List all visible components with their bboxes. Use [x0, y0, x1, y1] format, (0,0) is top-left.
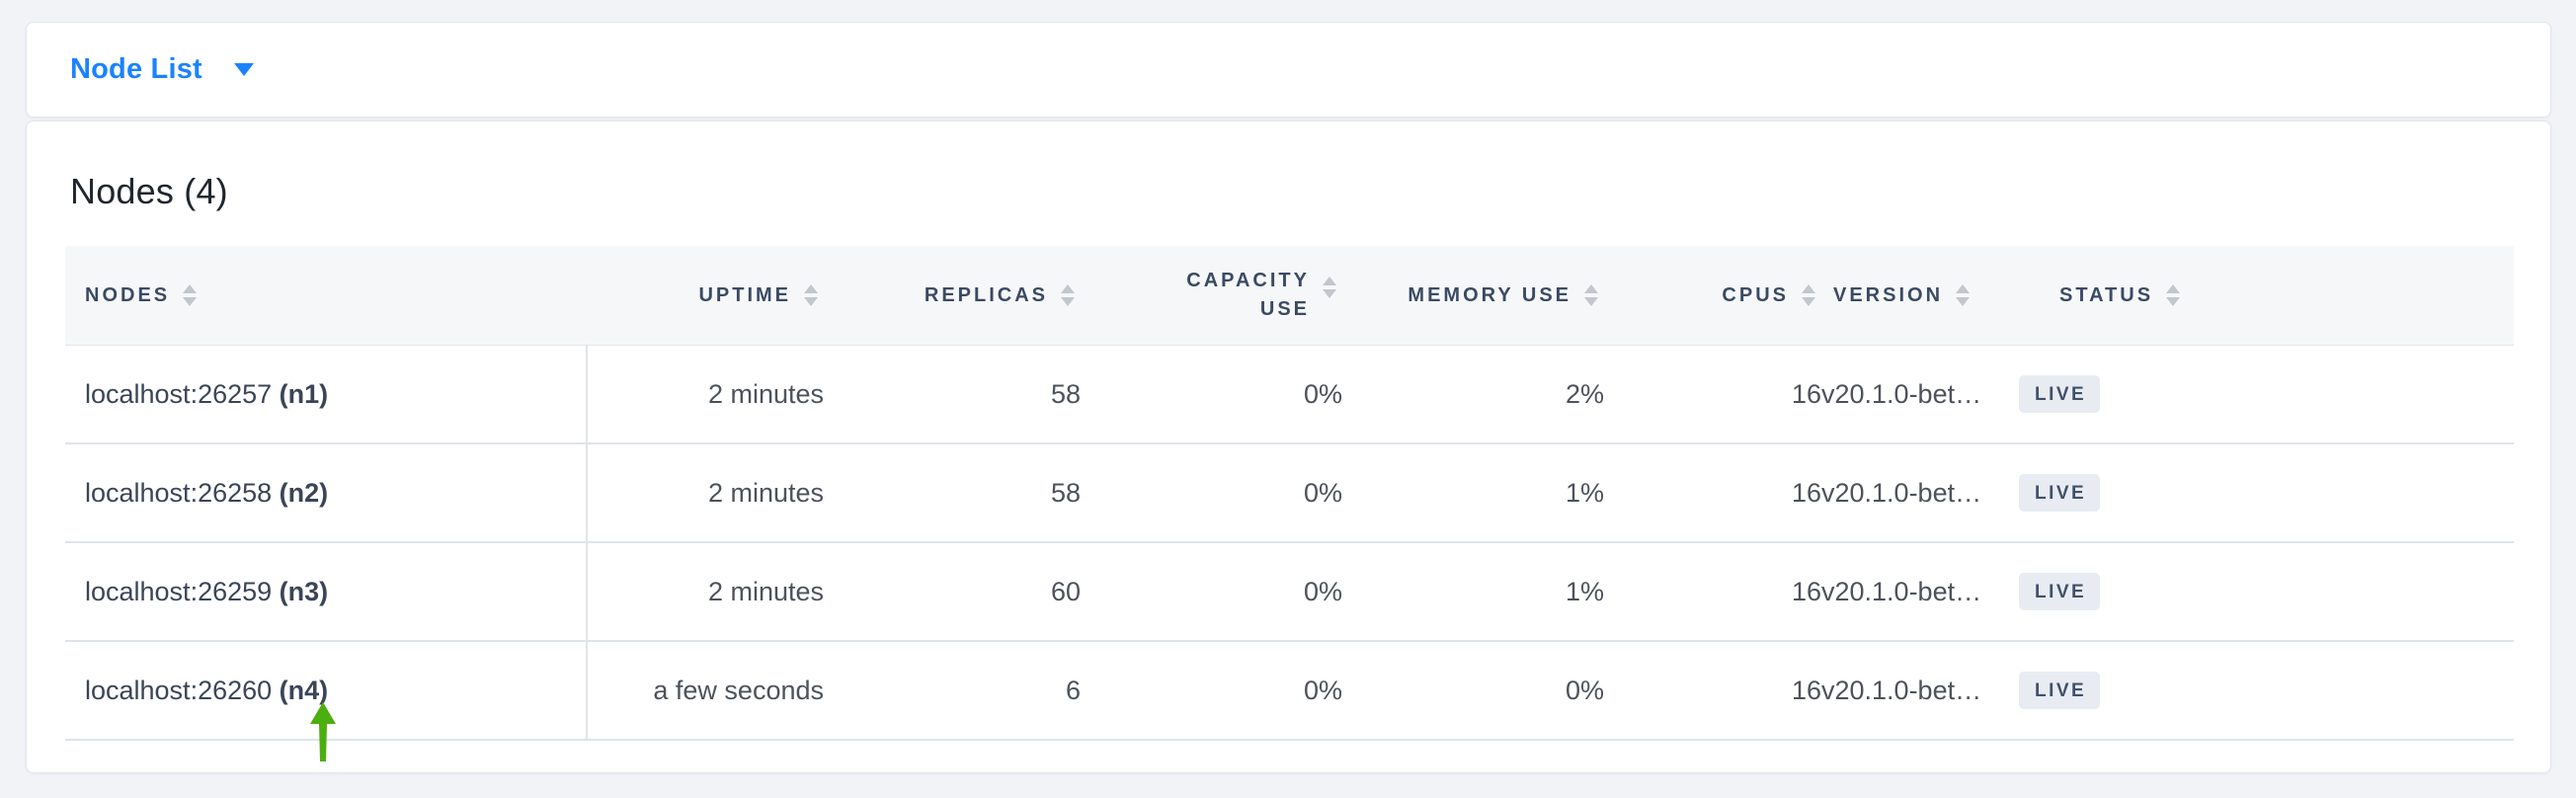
replicas-cell: 58	[824, 345, 1081, 444]
node-cell: localhost:26258 (n2)	[65, 443, 588, 543]
table-row: localhost:26259 (n3) 2 minutes 60 0% 1% …	[65, 542, 2514, 642]
table-row: localhost:26260 (n4) a few seconds 6 0% …	[65, 641, 2514, 741]
uptime-cell: 2 minutes	[587, 542, 824, 642]
node-list-dropdown[interactable]: Node List	[70, 53, 254, 86]
replicas-cell: 58	[824, 443, 1081, 543]
nodes-table: NODES UPTIME REPLICAS CAPACITY USE MEMOR…	[65, 246, 2514, 741]
table-header-row: NODES UPTIME REPLICAS CAPACITY USE MEMOR…	[65, 246, 2514, 346]
status-badge: LIVE	[2019, 573, 2101, 610]
node-address-link[interactable]: localhost:26257	[85, 378, 273, 409]
node-id: (n4)	[279, 675, 329, 705]
column-header-version[interactable]: VERSION	[1821, 246, 2019, 346]
column-header-status[interactable]: STATUS	[2019, 246, 2514, 346]
node-list-dropdown-label: Node List	[70, 53, 202, 85]
status-cell: LIVE	[2019, 641, 2514, 741]
node-id: (n3)	[279, 576, 329, 606]
nodes-card: Nodes (4) NODES UPTIME REPLICAS	[26, 120, 2551, 773]
sort-icon	[804, 284, 818, 306]
sort-icon	[183, 284, 198, 306]
sort-icon	[1061, 284, 1075, 306]
replicas-cell: 60	[824, 542, 1081, 642]
table-row: localhost:26257 (n1) 2 minutes 58 0% 2% …	[65, 345, 2514, 444]
node-id: (n1)	[279, 378, 329, 409]
node-cell: localhost:26259 (n3)	[65, 542, 588, 642]
sort-icon	[1956, 284, 1971, 306]
cpus-cell: 16	[1604, 542, 1821, 642]
status-badge: LIVE	[2019, 375, 2101, 413]
status-badge: LIVE	[2019, 474, 2101, 512]
column-header-nodes[interactable]: NODES	[65, 246, 587, 346]
capacity-use-cell: 0%	[1081, 542, 1342, 642]
cpus-cell: 16	[1604, 641, 1821, 741]
sort-icon	[1802, 284, 1815, 306]
status-cell: LIVE	[2019, 542, 2514, 642]
version-cell: v20.1.0-bet…	[1821, 443, 2019, 543]
memory-use-cell: 0%	[1342, 641, 1604, 741]
page-title: Nodes (4)	[70, 171, 228, 211]
node-cell: localhost:26260 (n4)	[65, 641, 588, 741]
capacity-use-cell: 0%	[1081, 641, 1342, 741]
node-address-link[interactable]: localhost:26259	[85, 576, 273, 606]
version-cell: v20.1.0-bet…	[1821, 345, 2019, 444]
node-cell: localhost:26257 (n1)	[65, 345, 588, 444]
table-row: localhost:26258 (n2) 2 minutes 58 0% 1% …	[65, 443, 2514, 543]
column-header-memory-use[interactable]: MEMORY USE	[1342, 246, 1604, 346]
uptime-cell: 2 minutes	[587, 443, 824, 543]
node-address-link[interactable]: localhost:26258	[85, 477, 273, 508]
cpus-cell: 16	[1604, 443, 1821, 543]
column-header-uptime[interactable]: UPTIME	[587, 246, 824, 346]
column-header-replicas[interactable]: REPLICAS	[824, 246, 1081, 346]
memory-use-cell: 1%	[1342, 542, 1604, 642]
capacity-use-cell: 0%	[1081, 443, 1342, 543]
chevron-down-icon	[233, 63, 254, 76]
column-header-cpus[interactable]: CPUS	[1604, 246, 1821, 346]
sort-icon	[2166, 284, 2181, 306]
replicas-cell: 6	[824, 641, 1081, 741]
status-cell: LIVE	[2019, 443, 2514, 543]
uptime-cell: a few seconds	[587, 641, 824, 741]
cpus-cell: 16	[1604, 345, 1821, 444]
memory-use-cell: 1%	[1342, 443, 1604, 543]
status-cell: LIVE	[2019, 345, 2514, 444]
status-badge: LIVE	[2019, 672, 2101, 709]
node-id: (n2)	[279, 477, 329, 508]
view-selector-bar: Node List	[26, 22, 2551, 118]
version-cell: v20.1.0-bet…	[1821, 542, 2019, 642]
uptime-cell: 2 minutes	[587, 345, 824, 444]
column-header-capacity-use[interactable]: CAPACITY USE	[1081, 246, 1342, 346]
sort-icon	[1323, 277, 1336, 298]
sort-icon	[1584, 284, 1598, 306]
capacity-use-cell: 0%	[1081, 345, 1342, 444]
node-address-link[interactable]: localhost:26260	[85, 675, 273, 705]
version-cell: v20.1.0-bet…	[1821, 641, 2019, 741]
memory-use-cell: 2%	[1342, 345, 1604, 444]
